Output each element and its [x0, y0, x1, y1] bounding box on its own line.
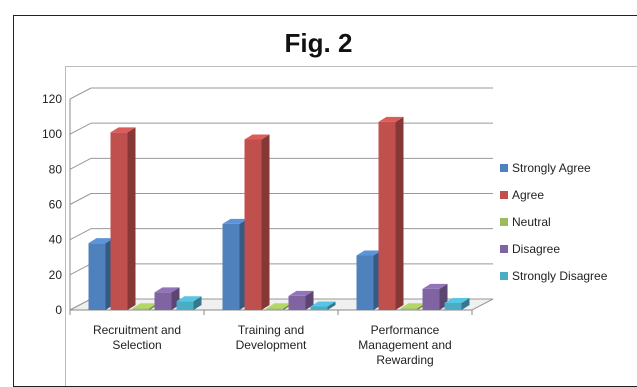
- y-tick-label: 60: [49, 198, 63, 212]
- bar-strongly-agree: [222, 223, 240, 310]
- bar-top: [266, 303, 292, 309]
- bar-top: [310, 301, 336, 307]
- bar-side: [395, 116, 404, 310]
- bar-disagree: [288, 295, 306, 310]
- bar-side: [461, 297, 470, 310]
- gridline-depth: [69, 263, 92, 276]
- bar-top: [110, 127, 136, 133]
- x-tick-label: Performance: [371, 323, 440, 337]
- bar-top: [444, 297, 470, 303]
- bar-strongly-disagree: [176, 301, 194, 310]
- legend-swatch: [500, 164, 508, 172]
- bar-top: [88, 238, 114, 244]
- bar-strongly-disagree: [310, 306, 328, 310]
- bar-top: [244, 134, 270, 140]
- x-tick-label: Selection: [112, 338, 161, 352]
- bar-top: [422, 283, 448, 289]
- bar-neutral: [400, 308, 418, 310]
- x-tick-label: Training and: [238, 323, 304, 337]
- bar-top: [154, 287, 180, 293]
- gridline-depth: [69, 122, 92, 135]
- gridline-depth: [69, 228, 92, 241]
- x-tick-label: Development: [236, 338, 307, 352]
- y-tick-label: 40: [49, 233, 63, 247]
- legend-label: Agree: [512, 188, 544, 202]
- x-tick-label: Rewarding: [376, 353, 433, 367]
- bar-side: [305, 290, 314, 310]
- legend-swatch: [500, 272, 508, 280]
- y-tick-label: 100: [42, 127, 62, 141]
- bar-top: [222, 218, 248, 224]
- bar-strongly-disagree: [444, 302, 462, 310]
- chart-title: Fig. 2: [284, 28, 353, 58]
- x-tick-label: Recruitment and: [93, 323, 181, 337]
- bar-top: [356, 250, 382, 256]
- bar-top: [132, 303, 158, 309]
- bar-strongly-agree: [88, 243, 106, 310]
- x-tick-label: Management and: [358, 338, 451, 352]
- plot-area-border: [65, 66, 637, 386]
- bar-top: [378, 116, 404, 122]
- legend-swatch: [500, 245, 508, 253]
- y-tick-label: 20: [49, 268, 63, 282]
- bar-disagree: [154, 292, 172, 310]
- bar-agree: [378, 121, 396, 310]
- bar-disagree: [422, 288, 440, 310]
- bar-side: [327, 301, 336, 310]
- bar-neutral: [132, 308, 150, 310]
- y-tick-label: 0: [55, 303, 62, 317]
- bar-strongly-agree: [356, 255, 374, 310]
- y-tick-label: 120: [42, 92, 62, 106]
- bar-top: [176, 296, 202, 302]
- gridline-depth: [69, 157, 92, 170]
- legend-label: Neutral: [512, 215, 551, 229]
- gridline-depth: [69, 193, 92, 205]
- bar-top: [288, 290, 314, 296]
- y-tick-label: 80: [49, 162, 63, 176]
- gridline-depth: [69, 87, 92, 100]
- bar-agree: [244, 139, 262, 310]
- bar-agree: [110, 132, 128, 310]
- bar-neutral: [266, 308, 284, 310]
- bar-side: [127, 127, 136, 311]
- legend-label: Strongly Disagree: [512, 269, 608, 283]
- legend-swatch: [500, 191, 508, 199]
- bar-side: [193, 296, 202, 310]
- legend-label: Strongly Agree: [512, 161, 591, 175]
- legend-swatch: [500, 218, 508, 226]
- legend-label: Disagree: [512, 242, 560, 256]
- bar-side: [261, 134, 270, 310]
- bar-top: [400, 303, 426, 309]
